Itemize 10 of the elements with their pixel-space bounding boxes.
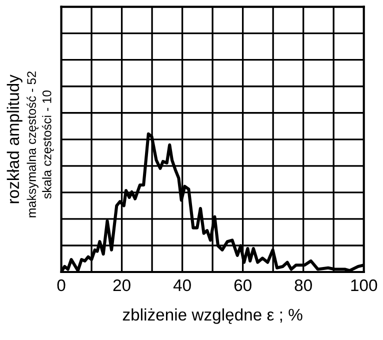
- x-tick-label: 80: [294, 279, 312, 292]
- x-tick-label: 100: [351, 279, 378, 292]
- x-axis-title: zbliżenie względne ε ; %: [122, 308, 302, 324]
- y-axis-title: rozkład amplitudy: [6, 74, 22, 204]
- x-tick-label: 60: [234, 279, 252, 292]
- text: skala częstości - 10: [42, 90, 54, 199]
- text: maksymalna częstość - 52: [26, 71, 38, 218]
- x-tick-label: 40: [173, 279, 191, 292]
- x-tick-label: 0: [57, 279, 66, 292]
- x-tick-label: 20: [113, 279, 130, 292]
